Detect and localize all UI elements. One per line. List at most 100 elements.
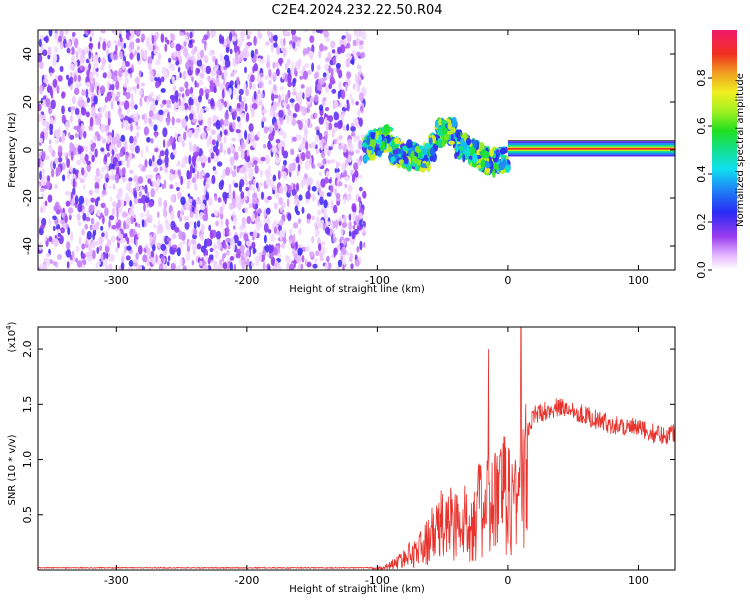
spectrogram-noise-blob: [229, 48, 233, 55]
spectrogram-noise-blob: [195, 126, 201, 134]
spectrogram-noise-blob: [231, 36, 237, 42]
spectrogram-noise-blob: [38, 103, 42, 112]
spectrogram-noise-blob: [258, 252, 262, 262]
spectrogram-noise-blob: [185, 200, 191, 210]
spectrogram-noise-blob: [267, 195, 272, 201]
spectrogram-noise-blob: [223, 54, 230, 61]
spectrogram-noise-blob: [170, 262, 176, 270]
spectrogram-noise-blob: [362, 190, 367, 199]
spectrogram-noise-blob: [246, 240, 252, 247]
spectrogram-noise-blob: [97, 41, 101, 50]
spectrogram-noise-blob: [130, 99, 135, 110]
spectrogram-noise-blob: [306, 261, 312, 268]
spectrogram-noise-blob: [289, 40, 294, 46]
spectrogram-noise-blob: [304, 259, 308, 266]
spectrogram-noise-blob: [340, 255, 343, 262]
spectrogram-noise-blob: [112, 183, 116, 190]
spectrogram-noise-blob: [277, 253, 282, 259]
spectrogram-noise-blob: [160, 103, 164, 108]
spectrogram-noise-blob: [38, 112, 43, 122]
spectrogram-noise-blob: [61, 91, 66, 99]
spectrogram-noise-blob: [263, 218, 267, 223]
spectrogram-noise-blob: [213, 242, 217, 252]
spectrogram-noise-blob: [236, 116, 241, 122]
spectrogram-noise-blob: [340, 226, 344, 237]
spectrogram-noise-blob: [76, 159, 81, 166]
spectrogram-noise-blob: [190, 64, 194, 71]
spectrogram-noise-blob: [270, 233, 275, 242]
spectrogram-noise-blob: [200, 49, 204, 58]
spectrogram-noise-blob: [39, 187, 45, 193]
spectrogram-noise-blob: [244, 130, 248, 140]
spectrogram-noise-blob: [93, 61, 99, 69]
spectrogram-noise-blob: [300, 179, 305, 189]
spectrogram-noise-blob: [107, 80, 110, 90]
spectrogram-signal-blob: [472, 153, 478, 164]
spectrogram-noise-blob: [70, 151, 74, 161]
spectrogram-noise-blob: [189, 31, 193, 39]
spectrogram-noise-blob: [121, 146, 126, 152]
spectrogram-noise-blob: [100, 147, 105, 152]
spectrogram-noise-blob: [310, 142, 317, 147]
spectrogram-noise-blob: [337, 259, 343, 268]
spectrogram-noise-blob: [123, 120, 129, 130]
spectrogram-noise-blob: [231, 170, 237, 178]
spectrogram-noise-blob: [54, 184, 58, 189]
spectrogram-noise-blob: [81, 243, 86, 250]
spectrogram-noise-blob: [245, 112, 250, 122]
spectrogram-noise-blob: [248, 180, 253, 185]
spectrogram-noise-blob: [110, 235, 116, 243]
spectrogram-noise-blob: [123, 212, 129, 218]
spectrogram-noise-blob: [52, 78, 58, 88]
spectrogram-noise-blob: [148, 110, 154, 118]
spectrogram-noise-blob: [167, 223, 171, 231]
spectrogram-noise-blob: [50, 67, 55, 74]
spectrogram-noise-blob: [189, 113, 194, 121]
spectrogram-noise-blob: [125, 154, 128, 161]
spectrogram-signal-blob: [434, 120, 439, 128]
spectrogram-noise-blob: [356, 30, 360, 38]
spectrogram-noise-blob: [147, 62, 152, 70]
spectrogram-noise-blob: [81, 107, 87, 116]
spectrogram-noise-blob: [261, 92, 264, 99]
spectrogram-noise-blob: [278, 197, 284, 206]
spectrogram-noise-blob: [85, 111, 90, 118]
spectrogram-noise-blob: [106, 163, 109, 174]
spectrogram-noise-blob: [322, 97, 327, 102]
spectrogram-noise-blob: [204, 107, 210, 111]
spectrogram-noise-blob: [330, 222, 334, 230]
spectrogram-noise-blob: [230, 142, 234, 153]
spectrogram-noise-blob: [240, 139, 244, 149]
spectrogram-noise-blob: [167, 139, 171, 147]
spectrogram-signal-blob: [440, 123, 446, 128]
spectrogram-noise-blob: [326, 70, 330, 80]
spectrogram-noise-blob: [101, 232, 105, 237]
spectrogram-signal-blob: [447, 122, 453, 130]
spectrogram-noise-blob: [325, 64, 329, 70]
spectrogram-noise-blob: [42, 99, 46, 108]
spectrogram-noise-blob: [331, 49, 336, 54]
spectrogram-noise-blob: [89, 116, 94, 127]
spectrogram-noise-blob: [46, 252, 50, 258]
spectrogram-noise-blob: [211, 129, 216, 135]
spectrogram-noise-blob: [340, 236, 345, 241]
spectrogram-noise-blob: [282, 131, 287, 140]
spectrogram-noise-blob: [86, 160, 91, 165]
spectrogram-noise-blob: [38, 38, 42, 48]
spectrogram-noise-blob: [106, 152, 111, 158]
spectrogram-noise-blob: [57, 157, 63, 163]
spectrogram-noise-blob: [132, 228, 136, 237]
spectrogram-noise-blob: [353, 137, 356, 143]
spectrogram-noise-blob: [174, 182, 179, 186]
y-tick-label: 2.0: [21, 340, 34, 358]
spectrogram-noise-blob: [294, 103, 300, 113]
spectrogram-noise-blob: [197, 112, 203, 121]
spectrogram-noise-blob: [157, 243, 161, 249]
spectrogram-noise-blob: [153, 49, 159, 55]
spectrogram-noise-blob: [318, 50, 322, 59]
spectrogram-noise-blob: [64, 190, 71, 196]
spectrogram-noise-blob: [146, 36, 151, 47]
spectrogram-noise-blob: [225, 218, 229, 227]
spectrogram-signal-trace: [361, 116, 511, 178]
